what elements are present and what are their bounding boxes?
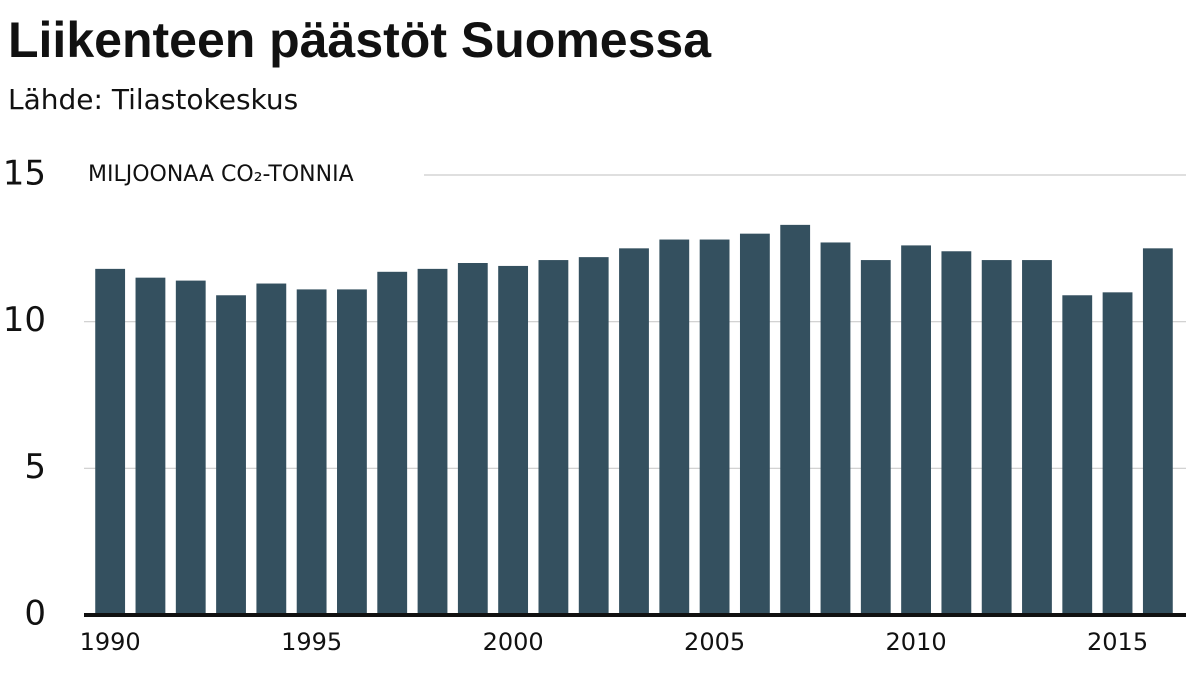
bar <box>1142 248 1173 616</box>
bar <box>659 239 690 616</box>
bar <box>780 224 811 615</box>
bar <box>941 251 972 615</box>
y-axis-label: MILJOONAA CO₂-TONNIA <box>88 162 354 187</box>
bar <box>538 260 569 615</box>
chart-subtitle: Lähde: Tilastokeskus <box>8 83 298 116</box>
bar <box>739 233 770 615</box>
bar <box>95 268 126 615</box>
bar <box>981 260 1012 615</box>
x-tick-label: 1990 <box>80 628 141 656</box>
y-tick-label: 5 <box>24 447 46 487</box>
bar <box>296 289 327 615</box>
chart-title: Liikenteen päästöt Suomessa <box>8 12 712 68</box>
y-tick-label: 0 <box>24 594 46 634</box>
bar <box>377 271 408 615</box>
bar <box>417 268 448 615</box>
bar <box>1022 260 1052 615</box>
label-background <box>84 157 424 193</box>
x-tick-label: 2005 <box>684 628 745 656</box>
bar <box>175 280 206 615</box>
bar <box>578 257 609 615</box>
bar <box>860 260 891 615</box>
y-tick-label: 10 <box>3 300 46 340</box>
x-tick-label: 2010 <box>886 628 947 656</box>
bar <box>135 277 166 615</box>
bar <box>901 245 931 615</box>
bar <box>1062 295 1093 615</box>
bar <box>820 242 851 615</box>
bar <box>216 295 246 615</box>
bar <box>619 248 649 616</box>
x-tick-label: 1995 <box>281 628 342 656</box>
x-tick-label: 2000 <box>483 628 544 656</box>
bar <box>1102 292 1133 615</box>
bar <box>337 289 367 615</box>
x-tick-label: 2015 <box>1087 628 1148 656</box>
bar <box>457 263 488 615</box>
y-tick-label: 15 <box>3 154 46 194</box>
bar <box>699 239 730 616</box>
bar <box>498 265 529 615</box>
bar <box>256 283 287 615</box>
